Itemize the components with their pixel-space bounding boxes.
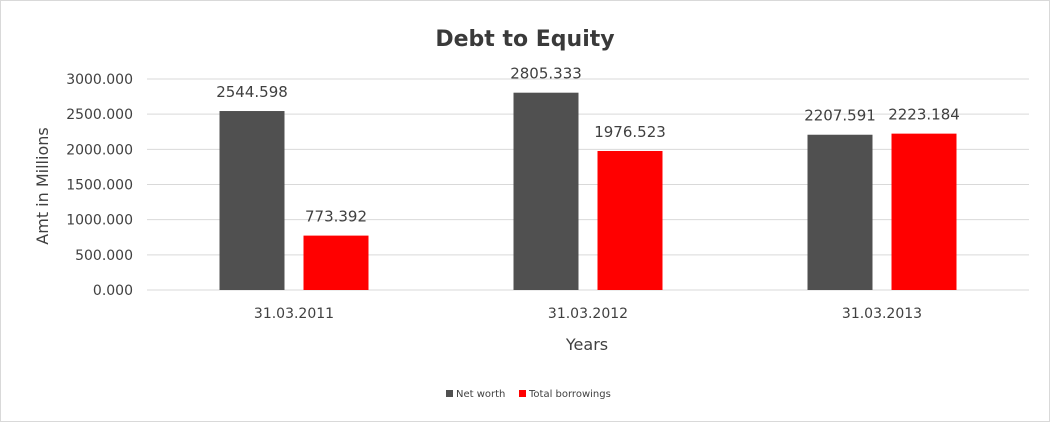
x-axis-ticks: 31.03.2011 31.03.2012 31.03.2013 bbox=[254, 306, 922, 322]
bar-net-worth-31.03.2012 bbox=[513, 92, 579, 290]
data-label: 1976.523 bbox=[594, 123, 666, 141]
legend-label: Net worth bbox=[456, 389, 505, 400]
x-tick-label: 31.03.2013 bbox=[842, 306, 922, 322]
data-label: 2207.591 bbox=[804, 107, 876, 125]
bar-total-borrowings-31.03.2011 bbox=[303, 235, 369, 290]
y-axis-ticks: 0.000 500.000 1000.000 1500.000 2000.000 2500… bbox=[66, 72, 133, 299]
gridlines bbox=[147, 78, 1029, 291]
y-tick-label: 500.000 bbox=[75, 248, 133, 264]
chart-title: Debt to Equity bbox=[435, 27, 614, 52]
x-axis-title: Years bbox=[565, 335, 608, 354]
legend-label: Total borrowings bbox=[528, 389, 611, 400]
y-tick-label: 3000.000 bbox=[66, 72, 133, 88]
bars bbox=[219, 92, 957, 290]
x-tick-label: 31.03.2012 bbox=[548, 306, 628, 322]
bar-total-borrowings-31.03.2013 bbox=[891, 133, 957, 290]
data-label: 2223.184 bbox=[888, 106, 960, 124]
legend-swatch-net-worth bbox=[446, 390, 453, 397]
bar-total-borrowings-31.03.2012 bbox=[597, 150, 663, 290]
y-tick-label: 1500.000 bbox=[66, 178, 133, 194]
legend: Net worth Total borrowings bbox=[446, 389, 611, 400]
y-tick-label: 0.000 bbox=[93, 283, 133, 299]
x-tick-label: 31.03.2011 bbox=[254, 306, 334, 322]
data-label: 2544.598 bbox=[216, 83, 288, 101]
y-axis-title: Amt in Millions bbox=[33, 127, 52, 244]
y-tick-label: 2000.000 bbox=[66, 142, 133, 158]
legend-swatch-total-borrowings bbox=[519, 390, 526, 397]
data-labels: 2544.598 773.392 2805.333 1976.523 2207.591 2… bbox=[216, 65, 960, 226]
bar-net-worth-31.03.2011 bbox=[219, 111, 285, 290]
y-tick-label: 2500.000 bbox=[66, 107, 133, 123]
bar-net-worth-31.03.2013 bbox=[807, 134, 873, 290]
data-label: 2805.333 bbox=[510, 65, 582, 83]
data-label: 773.392 bbox=[305, 208, 367, 226]
y-tick-label: 1000.000 bbox=[66, 213, 133, 229]
